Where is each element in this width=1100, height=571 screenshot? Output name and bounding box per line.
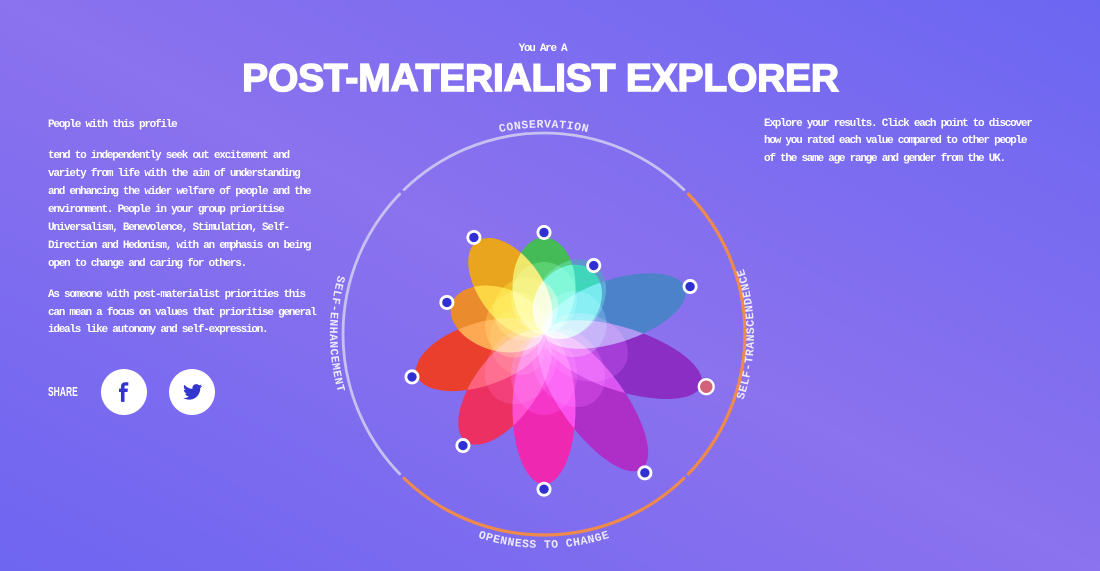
svg-text:CONSERVATION: CONSERVATION <box>498 118 590 136</box>
svg-text:OPENNESS TO CHANGE: OPENNESS TO CHANGE <box>477 529 611 552</box>
